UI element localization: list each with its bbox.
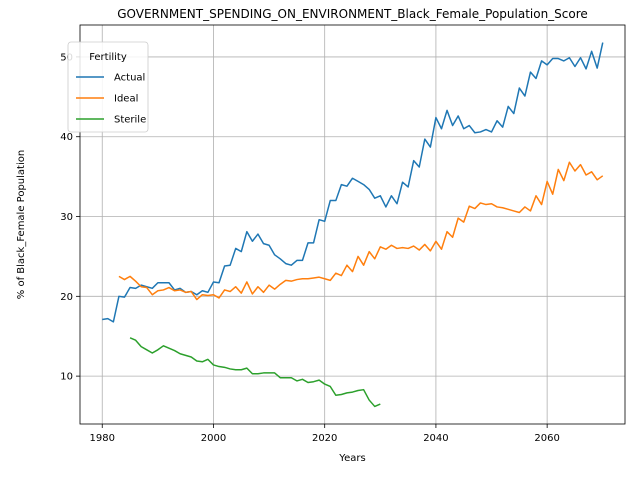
y-tick-label: 30 — [60, 212, 73, 223]
x-axis-label: Years — [338, 453, 365, 464]
x-tick-label: 2040 — [423, 433, 448, 444]
legend-label-sterile: Sterile — [114, 115, 146, 126]
y-axis-label: % of Black_Female Population — [16, 150, 27, 299]
legend-label-ideal: Ideal — [114, 94, 138, 105]
chart-title: GOVERNMENT_SPENDING_ON_ENVIRONMENT_Black… — [117, 7, 588, 21]
legend-title: Fertility — [89, 52, 127, 63]
series-line-ideal — [118, 161, 604, 301]
series-lines — [102, 42, 604, 408]
y-tick-label: 10 — [60, 372, 73, 383]
grid — [80, 25, 625, 424]
x-axis: 1980 2000 2020 2040 2060 — [90, 424, 560, 444]
series-line-actual — [102, 42, 604, 323]
y-tick-label: 20 — [60, 292, 73, 303]
y-tick-label: 40 — [60, 132, 73, 143]
legend-label-actual: Actual — [114, 73, 145, 84]
legend: Fertility Actual Ideal Sterile — [67, 41, 149, 133]
x-tick-label: 1980 — [90, 433, 115, 444]
legend-items: Actual Ideal Sterile — [76, 73, 146, 126]
series-line-sterile — [129, 337, 381, 408]
x-tick-label: 2020 — [312, 433, 337, 444]
y-tick-label: 50 — [60, 52, 73, 63]
legend-box — [67, 41, 149, 133]
x-tick-label: 2000 — [201, 433, 226, 444]
plot-frame — [79, 24, 626, 425]
x-tick-label: 2060 — [534, 433, 559, 444]
